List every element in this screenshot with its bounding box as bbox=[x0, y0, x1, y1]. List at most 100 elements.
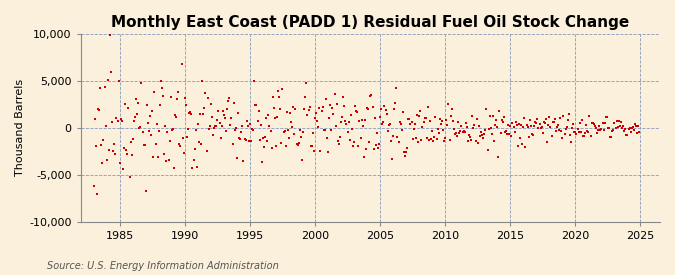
Point bbox=[489, 123, 500, 127]
Point bbox=[462, 139, 473, 143]
Point bbox=[344, 119, 354, 124]
Point bbox=[178, 136, 188, 141]
Point bbox=[353, 143, 364, 148]
Point bbox=[571, 132, 582, 137]
Point bbox=[101, 158, 112, 162]
Point bbox=[277, 87, 288, 92]
Point bbox=[201, 149, 212, 154]
Point bbox=[288, 105, 299, 109]
Point bbox=[431, 136, 442, 141]
Point bbox=[119, 146, 130, 150]
Point bbox=[539, 121, 550, 125]
Point bbox=[514, 136, 525, 140]
Point bbox=[92, 107, 103, 112]
Point bbox=[239, 137, 250, 142]
Point bbox=[632, 131, 643, 135]
Point bbox=[259, 144, 269, 149]
Point bbox=[97, 161, 108, 165]
Point bbox=[452, 134, 462, 138]
Point bbox=[96, 142, 107, 147]
Point bbox=[313, 125, 324, 130]
Point bbox=[528, 133, 539, 137]
Point bbox=[180, 103, 191, 107]
Y-axis label: Thousand Barrels: Thousand Barrels bbox=[15, 79, 25, 176]
Point bbox=[567, 125, 578, 130]
Point bbox=[421, 116, 431, 120]
Point bbox=[197, 78, 208, 83]
Point bbox=[296, 134, 306, 139]
Point bbox=[203, 127, 214, 132]
Point bbox=[267, 95, 278, 99]
Point bbox=[90, 144, 101, 148]
Point bbox=[346, 112, 356, 117]
Point bbox=[574, 121, 585, 125]
Point bbox=[500, 130, 510, 134]
Point bbox=[379, 104, 390, 108]
Point bbox=[184, 111, 194, 115]
Point bbox=[412, 113, 423, 117]
Point bbox=[117, 119, 128, 123]
Point bbox=[503, 123, 514, 127]
Point bbox=[228, 101, 239, 105]
Point bbox=[107, 119, 117, 124]
Point bbox=[330, 124, 341, 128]
Point bbox=[278, 130, 289, 134]
Point bbox=[408, 127, 419, 131]
Point bbox=[335, 135, 346, 139]
Point bbox=[556, 129, 567, 133]
Point bbox=[410, 122, 421, 126]
Point bbox=[595, 128, 605, 132]
Point bbox=[151, 122, 162, 127]
Point bbox=[175, 144, 186, 148]
Point bbox=[92, 191, 103, 196]
Point bbox=[512, 144, 523, 148]
Point bbox=[553, 123, 564, 128]
Point bbox=[585, 134, 596, 138]
Point bbox=[453, 120, 464, 124]
Point bbox=[234, 136, 244, 140]
Point bbox=[189, 147, 200, 151]
Point bbox=[208, 133, 219, 137]
Point bbox=[246, 127, 257, 132]
Point bbox=[337, 114, 348, 119]
Point bbox=[423, 138, 434, 142]
Point bbox=[417, 125, 428, 129]
Point bbox=[324, 116, 335, 120]
Point bbox=[105, 33, 115, 37]
Point bbox=[594, 124, 605, 129]
Point bbox=[301, 81, 312, 85]
Point bbox=[628, 125, 639, 130]
Point bbox=[429, 134, 439, 139]
Point bbox=[454, 131, 464, 135]
Point bbox=[575, 130, 586, 134]
Point bbox=[221, 129, 232, 133]
Point bbox=[122, 152, 133, 156]
Point bbox=[269, 105, 279, 110]
Point bbox=[530, 120, 541, 124]
Point bbox=[172, 96, 183, 101]
Point bbox=[178, 151, 189, 155]
Point bbox=[612, 125, 623, 130]
Point bbox=[442, 123, 453, 128]
Point bbox=[360, 117, 371, 122]
Point bbox=[159, 152, 169, 157]
Point bbox=[283, 128, 294, 132]
Point bbox=[518, 125, 529, 129]
Point bbox=[256, 160, 267, 165]
Point bbox=[106, 70, 117, 74]
Point bbox=[250, 103, 261, 108]
Point bbox=[387, 156, 398, 161]
Point bbox=[507, 121, 518, 125]
Point bbox=[205, 124, 215, 129]
Point bbox=[103, 78, 113, 83]
Point bbox=[448, 127, 459, 131]
Point bbox=[211, 124, 221, 129]
Point bbox=[393, 139, 404, 144]
Point bbox=[326, 128, 337, 132]
Point bbox=[192, 122, 203, 126]
Point bbox=[248, 127, 259, 132]
Point bbox=[108, 149, 119, 153]
Point bbox=[351, 109, 362, 113]
Point bbox=[589, 122, 599, 126]
Point bbox=[349, 139, 360, 144]
